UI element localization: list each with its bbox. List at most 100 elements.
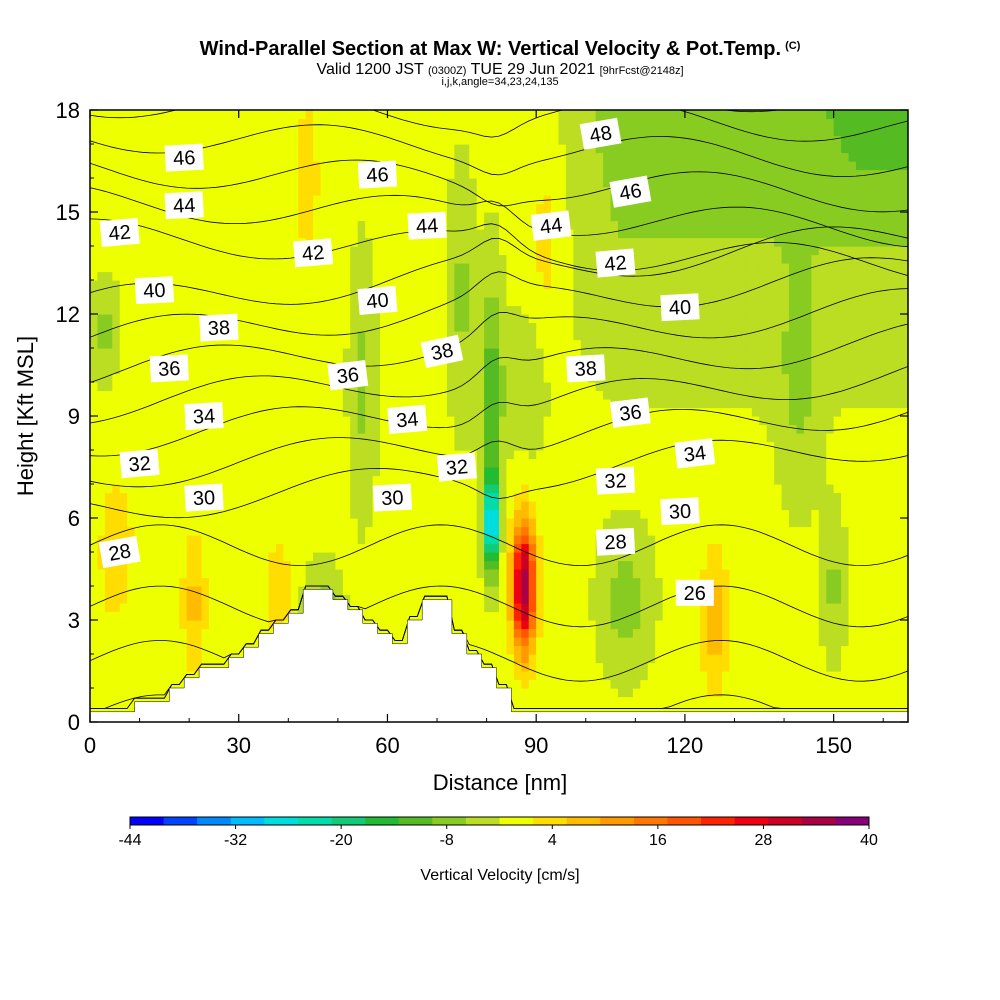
- velocity-cell: [268, 339, 277, 349]
- velocity-cell: [119, 484, 128, 494]
- velocity-cell: [208, 280, 218, 290]
- velocity-cell: [551, 543, 560, 553]
- velocity-cell: [580, 543, 589, 553]
- velocity-cell: [97, 628, 106, 638]
- velocity-cell: [268, 297, 277, 307]
- velocity-cell: [417, 441, 426, 451]
- velocity-cell: [186, 220, 195, 230]
- velocity-cell: [558, 637, 567, 647]
- velocity-cell: [595, 416, 604, 426]
- velocity-cell: [461, 203, 470, 213]
- velocity-cell: [424, 467, 433, 477]
- velocity-cell: [573, 169, 582, 179]
- velocity-cell: [134, 637, 143, 647]
- velocity-cell: [573, 288, 582, 298]
- velocity-cell: [104, 484, 113, 494]
- velocity-cell: [513, 339, 522, 349]
- velocity-cell: [528, 127, 537, 137]
- velocity-cell: [372, 144, 381, 154]
- velocity-cell: [104, 696, 113, 706]
- velocity-cell: [506, 501, 515, 511]
- velocity-cell: [491, 552, 500, 562]
- velocity-cell: [565, 705, 574, 715]
- velocity-cell: [350, 118, 359, 128]
- velocity-cell: [313, 467, 322, 477]
- velocity-cell: [439, 280, 448, 290]
- velocity-cell: [551, 586, 560, 596]
- velocity-cell: [238, 620, 247, 630]
- velocity-cell: [536, 110, 545, 120]
- velocity-cell: [446, 365, 455, 375]
- velocity-cell: [580, 161, 589, 171]
- velocity-cell: [469, 399, 478, 409]
- velocity-cell: [551, 450, 560, 460]
- velocity-cell: [179, 331, 188, 341]
- velocity-cell: [134, 263, 143, 273]
- velocity-cell: [506, 203, 515, 213]
- velocity-cell: [112, 705, 121, 715]
- velocity-cell: [521, 127, 530, 137]
- velocity-cell: [104, 654, 113, 664]
- velocity-cell: [543, 458, 552, 468]
- velocity-cell: [558, 144, 567, 154]
- velocity-cell: [417, 195, 426, 205]
- velocity-cell: [156, 569, 165, 579]
- velocity-cell: [536, 705, 545, 715]
- velocity-cell: [402, 254, 411, 264]
- velocity-cell: [127, 475, 136, 485]
- velocity-cell: [454, 203, 463, 213]
- velocity-cell: [104, 382, 113, 392]
- velocity-cell: [417, 365, 426, 375]
- velocity-cell: [104, 458, 113, 468]
- velocity-cell: [484, 365, 493, 375]
- velocity-cell: [573, 594, 582, 604]
- velocity-cell: [513, 407, 522, 417]
- velocity-cell: [194, 662, 203, 672]
- velocity-cell: [595, 229, 604, 239]
- velocity-cell: [320, 169, 329, 179]
- velocity-cell: [499, 263, 508, 273]
- velocity-cell: [513, 271, 522, 281]
- velocity-cell: [461, 178, 470, 188]
- velocity-cell: [305, 178, 314, 188]
- velocity-cell: [372, 365, 381, 375]
- velocity-cell: [365, 552, 374, 562]
- velocity-cell: [208, 365, 218, 375]
- velocity-cell: [380, 331, 389, 341]
- velocity-cell: [595, 560, 604, 570]
- velocity-cell: [573, 662, 582, 672]
- velocity-cell: [595, 569, 604, 579]
- velocity-cell: [543, 637, 552, 647]
- velocity-cell: [275, 399, 284, 409]
- velocity-cell: [484, 322, 493, 332]
- velocity-cell: [208, 212, 218, 222]
- velocity-cell: [313, 569, 322, 579]
- velocity-cell: [543, 696, 552, 706]
- velocity-cell: [394, 118, 403, 128]
- velocity-cell: [313, 271, 322, 281]
- velocity-cell: [350, 603, 359, 613]
- velocity-cell: [238, 237, 247, 247]
- velocity-cell: [179, 560, 188, 570]
- velocity-cell: [491, 509, 500, 519]
- velocity-cell: [454, 297, 463, 307]
- velocity-cell: [528, 271, 537, 281]
- velocity-cell: [491, 169, 500, 179]
- velocity-cell: [112, 696, 121, 706]
- velocity-cell: [476, 254, 485, 264]
- velocity-cell: [595, 246, 604, 256]
- velocity-cell: [119, 373, 128, 383]
- velocity-cell: [171, 441, 180, 451]
- velocity-cell: [461, 271, 470, 281]
- velocity-cell: [208, 662, 218, 672]
- velocity-cell: [484, 645, 493, 655]
- velocity-cell: [290, 288, 299, 298]
- velocity-cell: [290, 458, 299, 468]
- velocity-cell: [499, 186, 508, 196]
- velocity-cell: [164, 416, 173, 426]
- velocity-cell: [142, 416, 151, 426]
- velocity-cell: [536, 305, 545, 315]
- velocity-cell: [164, 237, 173, 247]
- velocity-cell: [446, 501, 455, 511]
- velocity-cell: [119, 203, 128, 213]
